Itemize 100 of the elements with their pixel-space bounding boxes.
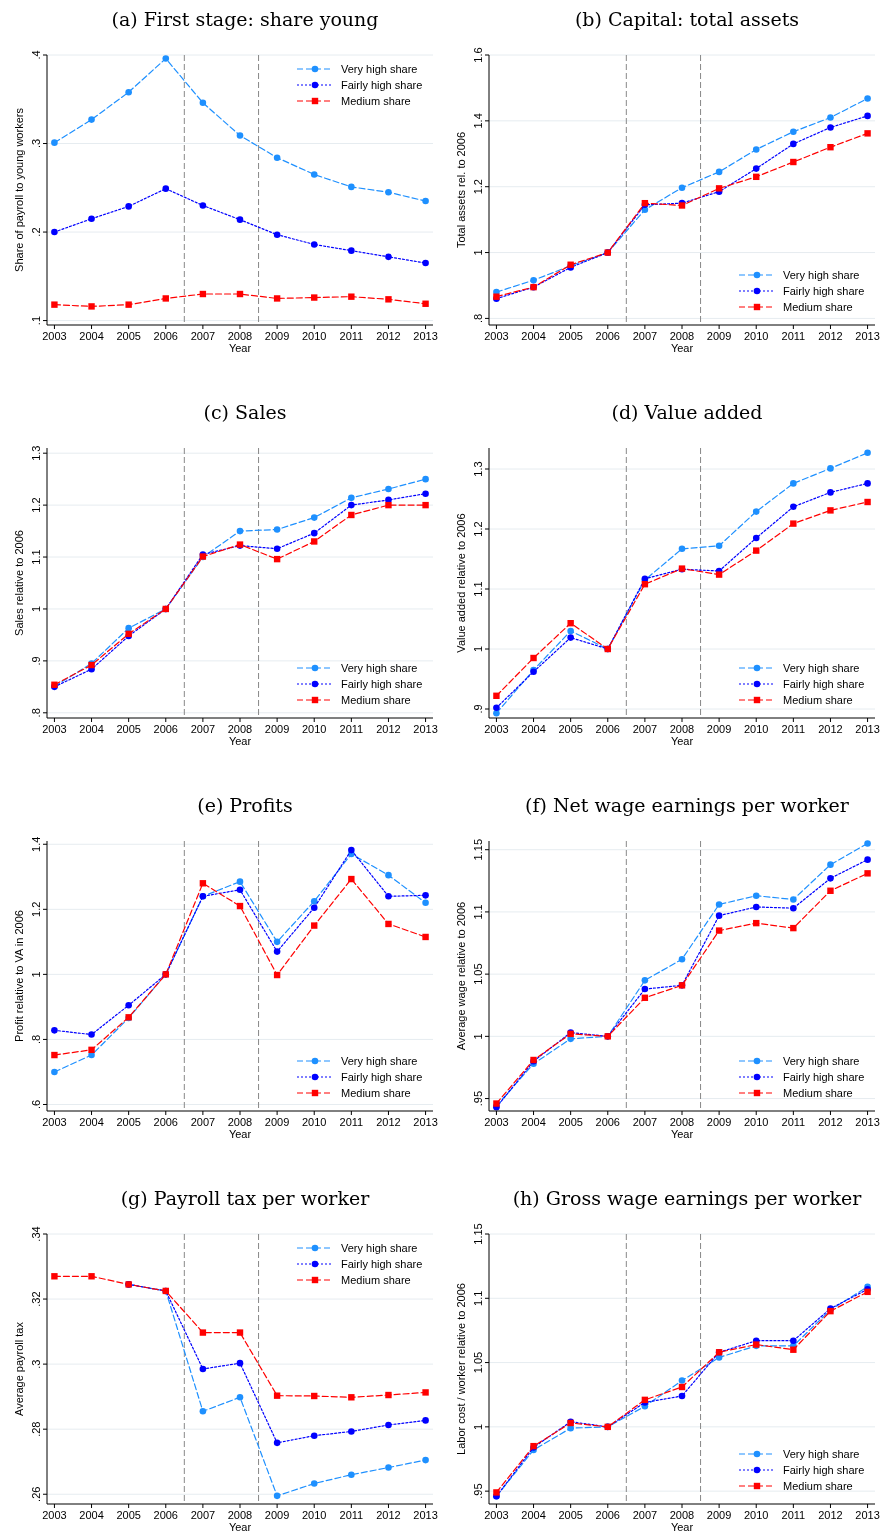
x-tick-label: 2011 [781, 1116, 806, 1128]
x-tick-label: 2008 [227, 1509, 253, 1521]
x-tick-label: 2013 [855, 1116, 880, 1128]
y-tick-label: .8 [472, 313, 484, 324]
x-tick-label: 2012 [376, 1509, 401, 1521]
x-tick-label: 2007 [190, 1509, 216, 1521]
x-tick-label: 2004 [521, 330, 546, 342]
x-tick-label: 2004 [79, 1509, 104, 1521]
x-tick-label: 2003 [484, 1509, 509, 1521]
x-tick-label: 2013 [413, 330, 438, 342]
x-tick-label: 2007 [632, 330, 658, 342]
x-axis-title: Year [670, 1128, 694, 1140]
x-tick-label: 2003 [484, 330, 509, 342]
y-tick-label: .28 [30, 1421, 42, 1437]
y-tick-label: .9 [472, 704, 484, 714]
y-tick-label: .34 [30, 1226, 42, 1242]
x-axis-title: Year [670, 342, 694, 354]
x-tick-label: 2005 [116, 330, 141, 342]
x-tick-label: 2010 [743, 330, 769, 342]
y-tick-label: 1 [472, 645, 484, 653]
y-tick-label: 1.2 [472, 179, 484, 195]
y-tick-label: .95 [472, 1483, 484, 1499]
y-tick-label: 1.4 [472, 113, 484, 129]
chart-title: (c) Sales [203, 401, 287, 423]
chart-title: (h) Gross wage earnings per worker [512, 1187, 863, 1209]
legend-label: Very high share [783, 1055, 860, 1067]
chart-title: (f) Net wage earnings per worker [525, 794, 850, 816]
x-tick-label: 2003 [484, 723, 509, 735]
x-tick-label: 2008 [669, 1509, 695, 1521]
x-axis-title: Year [228, 342, 252, 354]
legend-label: Very high share [341, 63, 418, 75]
y-tick-label: .3 [30, 1359, 42, 1369]
x-tick-label: 2007 [632, 1116, 658, 1128]
x-tick-label: 2013 [413, 1116, 438, 1128]
y-tick-label: 1.3 [30, 445, 42, 461]
x-tick-label: 2003 [42, 723, 67, 735]
x-tick-label: 2013 [413, 1509, 438, 1521]
legend-label: Medium share [783, 694, 853, 706]
y-tick-label: 1 [472, 1033, 484, 1040]
x-tick-label: 2008 [669, 1116, 695, 1128]
x-tick-label: 2010 [743, 1116, 769, 1128]
x-axis-title: Year [228, 1128, 252, 1140]
y-axis-title: Profit relative to VA in 2006 [13, 910, 25, 1042]
x-tick-label: 2011 [781, 723, 806, 735]
x-tick-label: 2009 [264, 1509, 290, 1521]
y-tick-label: .8 [30, 708, 42, 718]
x-axis-title: Year [228, 735, 252, 747]
legend-label: Fairly high share [783, 1464, 865, 1476]
y-tick-label: 1.3 [472, 461, 484, 477]
y-tick-label: 1 [30, 971, 42, 978]
legend-label: Fairly high share [783, 285, 865, 297]
legend-label: Medium share [341, 1274, 411, 1286]
x-tick-label: 2006 [595, 723, 621, 735]
y-axis-title: Sales relative to 2006 [13, 530, 25, 636]
x-tick-label: 2009 [264, 330, 290, 342]
x-tick-label: 2012 [818, 1509, 843, 1521]
x-tick-label: 2013 [855, 330, 880, 342]
x-tick-label: 2004 [521, 1116, 546, 1128]
x-axis-title: Year [670, 735, 694, 747]
y-axis-title: Total assets rel. to 2006 [455, 131, 467, 249]
x-tick-label: 2004 [79, 1116, 104, 1128]
x-tick-label: 2012 [818, 723, 843, 735]
y-tick-label: 1.2 [30, 901, 42, 917]
legend-label: Medium share [783, 301, 853, 313]
legend-label: Very high share [783, 1448, 860, 1460]
y-axis-title: Average payroll tax [13, 1321, 25, 1416]
x-tick-label: 2007 [632, 1509, 658, 1521]
x-tick-label: 2008 [227, 330, 253, 342]
y-tick-label: 1.1 [472, 904, 484, 920]
x-axis-title: Year [670, 1521, 694, 1533]
legend-label: Fairly high share [783, 678, 865, 690]
legend-label: Fairly high share [341, 678, 423, 690]
x-tick-label: 2010 [301, 330, 327, 342]
x-tick-label: 2011 [339, 723, 364, 735]
chart-title: (e) Profits [197, 794, 293, 816]
y-axis-title: Labor cost / worker relative to 2006 [455, 1283, 467, 1455]
x-tick-label: 2005 [558, 723, 583, 735]
legend-label: Very high share [341, 1055, 418, 1067]
legend-label: Very high share [341, 1242, 418, 1254]
x-tick-label: 2006 [153, 1116, 179, 1128]
x-axis-title: Year [228, 1521, 252, 1533]
legend-label: Medium share [341, 95, 411, 107]
x-tick-label: 2012 [376, 1116, 401, 1128]
x-tick-label: 2007 [190, 723, 216, 735]
x-tick-label: 2005 [558, 330, 583, 342]
x-tick-label: 2011 [339, 1116, 364, 1128]
chart-title: (a) First stage: share young [111, 8, 379, 30]
legend-label: Medium share [783, 1087, 853, 1099]
x-tick-label: 2005 [116, 723, 141, 735]
y-tick-label: .9 [30, 656, 42, 666]
y-tick-label: 1.1 [472, 1290, 484, 1306]
x-tick-label: 2009 [706, 330, 732, 342]
x-tick-label: 2005 [558, 1509, 583, 1521]
legend-label: Fairly high share [341, 1071, 423, 1083]
x-tick-label: 2009 [264, 1116, 290, 1128]
x-tick-label: 2003 [42, 1509, 67, 1521]
y-tick-label: .6 [30, 1099, 42, 1110]
x-tick-label: 2006 [153, 330, 179, 342]
y-tick-label: 1.15 [472, 1223, 484, 1245]
legend-label: Fairly high share [783, 1071, 865, 1083]
